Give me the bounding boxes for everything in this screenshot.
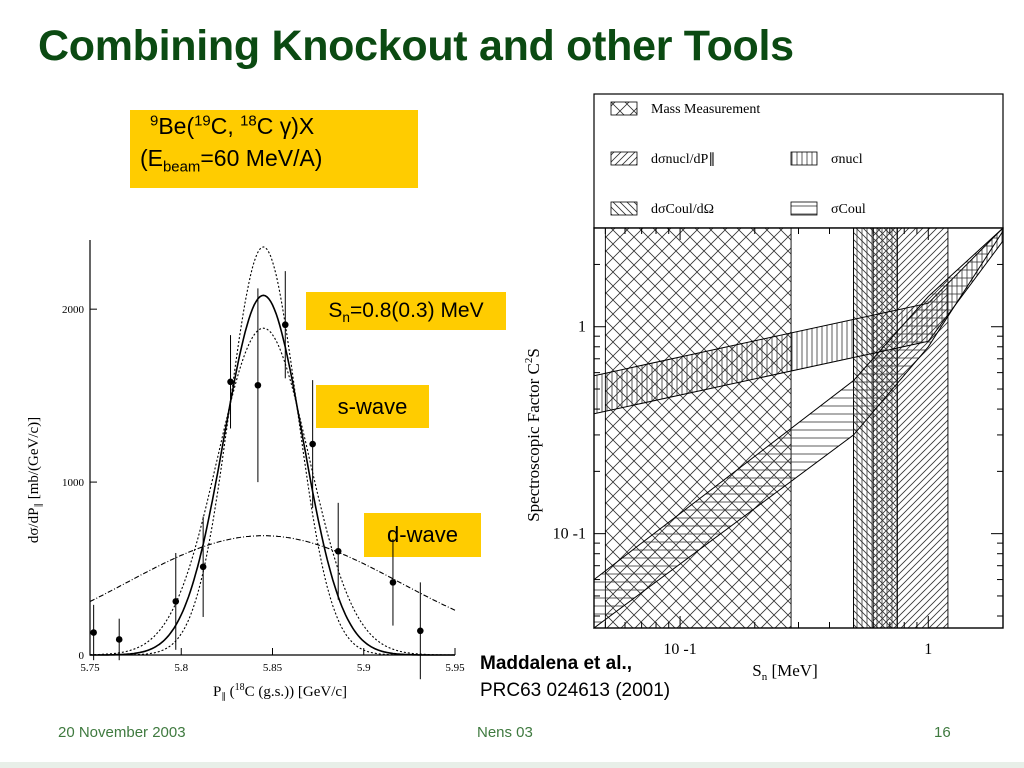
left-y-tick-label: 0 bbox=[79, 650, 85, 662]
left-curve-dotted bbox=[90, 246, 455, 656]
footer-page-number: 16 bbox=[934, 724, 951, 741]
legend-swatch-horizontal bbox=[790, 201, 818, 216]
left-x-tick-label: 5.95 bbox=[445, 662, 465, 674]
left-x-axis-label: P∥ (18C (g.s.)) [GeV/c] bbox=[213, 682, 347, 701]
gamma-symbol: γ bbox=[279, 113, 292, 139]
left-data-point bbox=[389, 579, 397, 586]
left-data-point bbox=[309, 440, 316, 448]
footer-date: 20 November 2003 bbox=[58, 724, 186, 741]
legend-swatch-antidiagonal bbox=[610, 201, 638, 216]
legend-label: Mass Measurement bbox=[651, 102, 760, 117]
right-x-tick-label: 10 -1 bbox=[663, 641, 696, 658]
s-wave-label: s-wave bbox=[316, 385, 429, 428]
target-text: Be( bbox=[158, 113, 195, 139]
legend-swatch-vertical bbox=[790, 151, 818, 166]
citation: Maddalena et al., PRC63 024613 (2001) bbox=[480, 650, 670, 704]
sn-value: =0.8(0.3) MeV bbox=[349, 299, 484, 322]
legend-swatch-crosshatch bbox=[610, 101, 638, 116]
right-x-axis-label: Sn [MeV] bbox=[752, 661, 817, 683]
left-data-point bbox=[227, 378, 234, 386]
citation-authors: Maddalena et al., bbox=[480, 653, 633, 674]
left-x-tick-label: 5.9 bbox=[357, 662, 371, 674]
left-data-point bbox=[172, 598, 180, 605]
right-chart-ticks: 10 -1 1 1 10 -1 bbox=[553, 227, 1004, 658]
d-wave-label: d-wave bbox=[364, 513, 481, 557]
right-x-tick-label: 1 bbox=[924, 641, 932, 658]
left-curve-dotted bbox=[89, 327, 456, 656]
left-chart-curves bbox=[89, 246, 456, 656]
left-data-point bbox=[199, 563, 207, 571]
citation-reference: PRC63 024613 (2001) bbox=[480, 680, 671, 701]
reaction-tail: )X bbox=[291, 113, 315, 139]
target-mass: 9 bbox=[150, 112, 159, 130]
left-chart-ticks: 5.75 5.8 5.85 5.9 5.95 0 1000 2000 bbox=[62, 304, 465, 674]
legend-label: dσnucl/dP∥ bbox=[651, 152, 715, 167]
reaction-label: 9Be(19C, 18C γ)X (Ebeam=60 MeV/A) bbox=[130, 110, 418, 188]
right-chart-bands bbox=[593, 226, 1004, 629]
band-region-antidiagonal bbox=[853, 227, 898, 629]
sn-main: S bbox=[328, 299, 343, 322]
legend-label: σnucl bbox=[831, 152, 863, 167]
spectroscopic-factor-chart: Mass Measurement dσnucl/dP∥ σnucl dσCoul/dΩ… bbox=[523, 93, 1004, 683]
beam-open: (E bbox=[140, 145, 163, 171]
sn-sub: n bbox=[342, 310, 350, 326]
left-data-point bbox=[90, 629, 97, 636]
beam-energy: =60 MeV/A) bbox=[200, 145, 323, 171]
left-x-tick-label: 5.85 bbox=[263, 662, 283, 674]
separation-energy-label: Sn=0.8(0.3) MeV bbox=[306, 292, 506, 330]
left-chart-frame bbox=[89, 240, 455, 656]
legend-label: σCoul bbox=[831, 202, 866, 217]
left-data-point bbox=[281, 321, 289, 329]
fragment-text: C bbox=[256, 113, 280, 139]
left-chart-points bbox=[90, 271, 424, 680]
fragment-mass: 18 bbox=[240, 112, 257, 130]
left-data-point bbox=[254, 381, 262, 389]
left-y-axis-label: dσ/dP∥ [mb/(GeV/c)] bbox=[26, 417, 43, 543]
left-curve-solid bbox=[90, 294, 455, 656]
projectile-mass: 19 bbox=[194, 112, 211, 130]
left-x-tick-label: 5.75 bbox=[80, 662, 100, 674]
left-y-tick-label: 2000 bbox=[62, 304, 85, 316]
left-data-point bbox=[417, 627, 424, 635]
right-y-tick-label: 10 -1 bbox=[553, 526, 586, 543]
left-data-point bbox=[334, 547, 342, 555]
slide-title: Combining Knockout and other Tools bbox=[38, 22, 794, 70]
right-y-tick-label: 1 bbox=[578, 319, 586, 336]
left-curve-dashdot bbox=[89, 535, 456, 611]
projectile-text: C, bbox=[210, 113, 241, 139]
beam-sub: beam bbox=[163, 158, 201, 176]
left-y-tick-label: 1000 bbox=[62, 477, 85, 489]
legend-label: dσCoul/dΩ bbox=[651, 202, 714, 217]
left-data-point bbox=[115, 636, 123, 643]
momentum-distribution-chart: 5.75 5.8 5.85 5.9 5.95 0 1000 2000 P∥ (18C (g.s… bbox=[26, 240, 465, 701]
right-y-axis-label: Spectroscopic Factor C2S bbox=[523, 348, 543, 522]
footer-center: Nens 03 bbox=[477, 724, 533, 741]
right-chart-legend: Mass Measurement dσnucl/dP∥ σnucl dσCoul/dΩ… bbox=[593, 93, 1004, 229]
legend-swatch-diagonal bbox=[610, 151, 638, 166]
left-x-tick-label: 5.8 bbox=[174, 662, 188, 674]
footer-divider bbox=[0, 762, 1024, 768]
left-chart-axes bbox=[89, 240, 455, 656]
